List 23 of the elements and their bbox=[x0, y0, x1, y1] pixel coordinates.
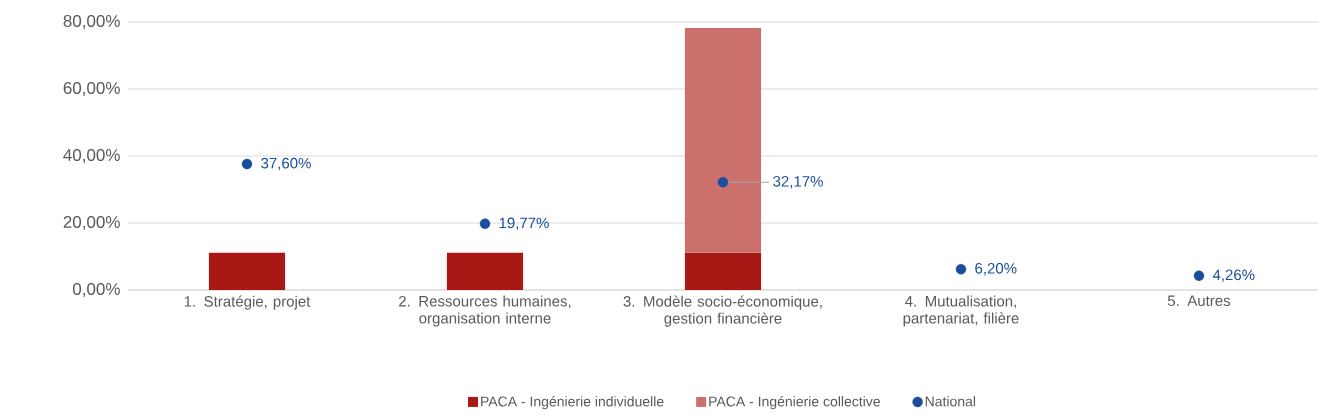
point bbox=[241, 158, 253, 170]
x-tick-label: 2. Ressources humaines, organisation interne bbox=[399, 295, 571, 327]
y-tick-label: 40,00% bbox=[63, 148, 120, 164]
point bbox=[717, 177, 729, 188]
legend-label: National bbox=[925, 396, 976, 407]
y-tick-label: 60,00% bbox=[63, 81, 120, 97]
data-label: 37,60% bbox=[261, 157, 311, 171]
data-label: 32,17% bbox=[773, 176, 823, 189]
x-tick-label: 4. Mutualisation, partenariat, filière bbox=[903, 295, 1019, 327]
x-tick-label: 3. Modèle socio-économique, gestion financière bbox=[623, 295, 822, 327]
data-label: 4,26% bbox=[1212, 269, 1255, 282]
y-tick-label: 80,00% bbox=[63, 14, 120, 30]
legend-label: PACA - Ingénierie collective bbox=[709, 396, 880, 410]
x-tick-label: 1. Stratégie, projet bbox=[184, 295, 311, 310]
y-tick-label: 0,00% bbox=[72, 282, 120, 298]
data-label: 6,20% bbox=[975, 263, 1017, 276]
point bbox=[1193, 270, 1205, 281]
point bbox=[479, 218, 491, 229]
x-tick-label: 5. Autres bbox=[1167, 295, 1231, 306]
legend-label: PACA - Ingénierie individuelle bbox=[481, 396, 664, 410]
y-tick-label: 20,00% bbox=[63, 215, 120, 231]
data-label: 19,77% bbox=[499, 217, 549, 230]
point bbox=[955, 264, 967, 275]
